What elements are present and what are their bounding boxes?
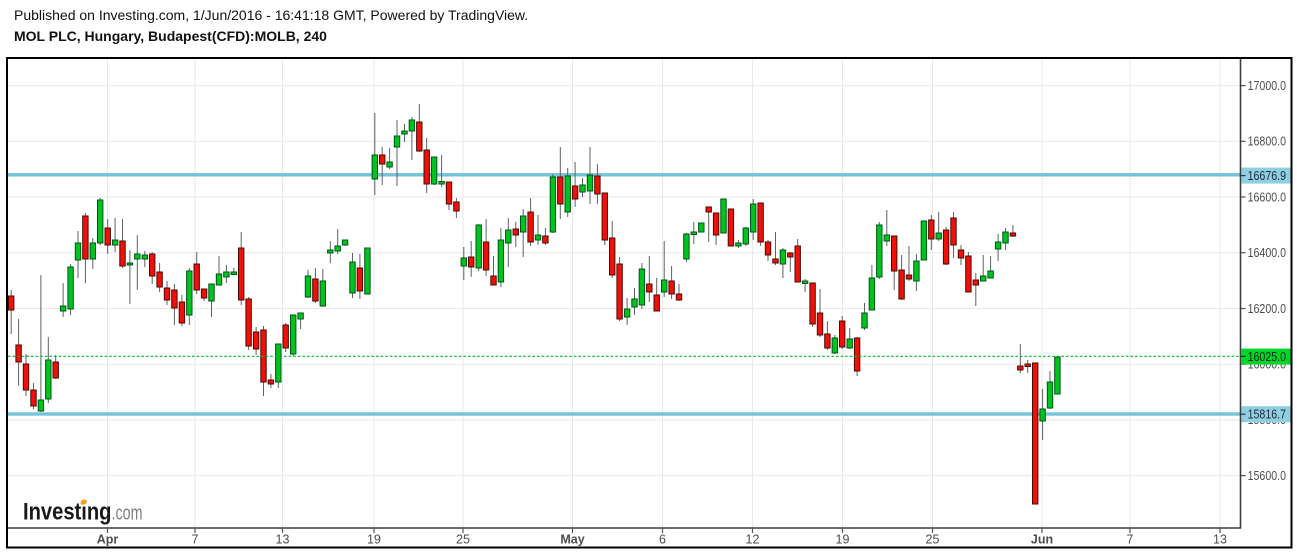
svg-text:6: 6: [659, 533, 666, 547]
svg-text:25: 25: [456, 533, 470, 547]
svg-text:7: 7: [192, 533, 199, 547]
svg-text:16600.0: 16600.0: [1248, 190, 1286, 204]
svg-text:19: 19: [367, 533, 381, 547]
svg-text:25: 25: [926, 533, 940, 547]
svg-text:May: May: [560, 533, 584, 547]
svg-text:16400.0: 16400.0: [1248, 246, 1286, 260]
svg-text:17000.0: 17000.0: [1248, 79, 1286, 93]
svg-text:16200.0: 16200.0: [1248, 302, 1286, 316]
svg-text:Investing.com: Investing.com: [23, 499, 143, 526]
svg-text:16025.0: 16025.0: [1248, 350, 1286, 364]
svg-text:15816.7: 15816.7: [1248, 408, 1286, 422]
svg-text:15600.0: 15600.0: [1248, 469, 1286, 483]
svg-text:19: 19: [836, 533, 850, 547]
svg-text:13: 13: [276, 533, 290, 547]
svg-text:13: 13: [1213, 533, 1227, 547]
svg-text:Apr: Apr: [97, 533, 119, 547]
svg-text:7: 7: [1127, 533, 1134, 547]
svg-text:16676.9: 16676.9: [1248, 169, 1286, 183]
svg-text:16800.0: 16800.0: [1248, 135, 1286, 149]
svg-text:12: 12: [746, 533, 760, 547]
svg-text:Jun: Jun: [1031, 533, 1053, 547]
